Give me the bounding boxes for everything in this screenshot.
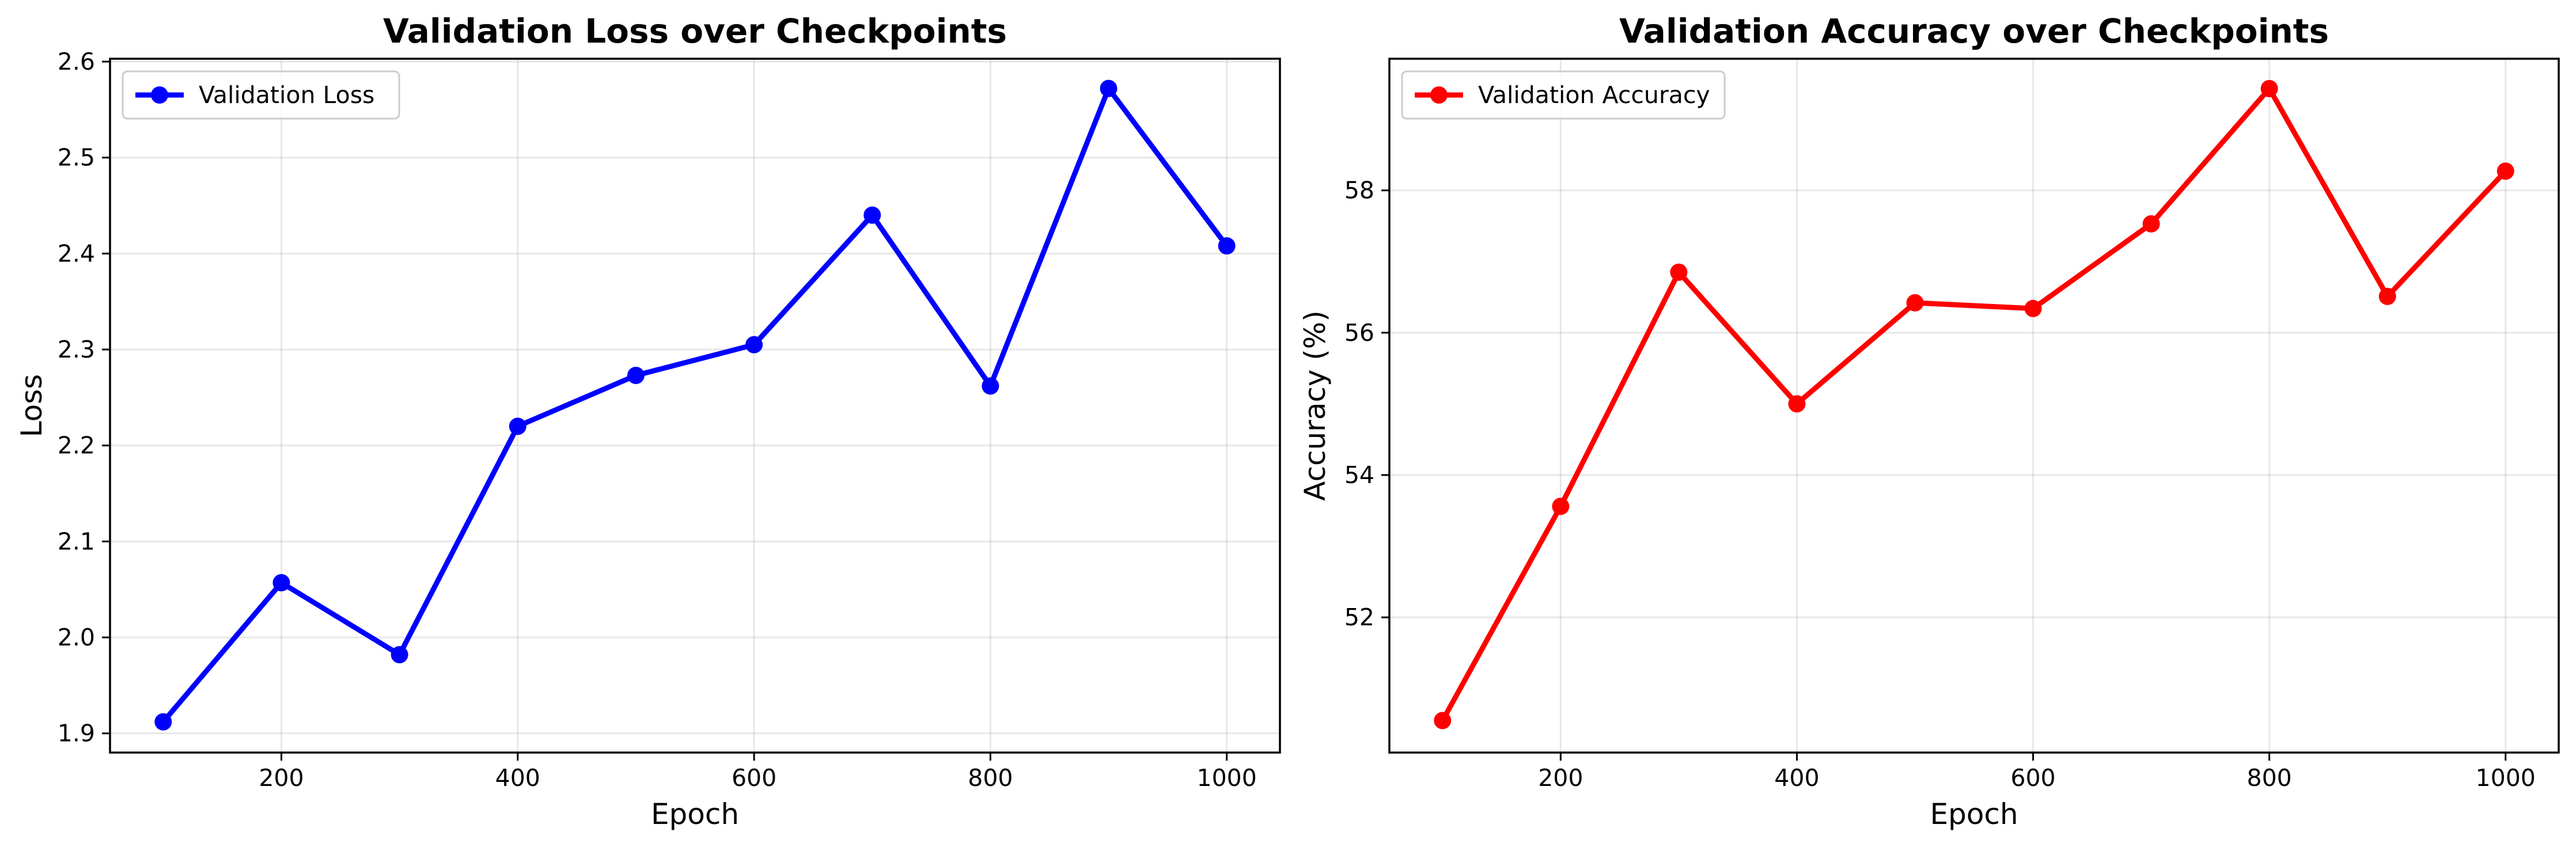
loss-data-point (1100, 79, 1117, 97)
x-axis-label: Epoch (1930, 797, 2018, 831)
y-tick-label: 58 (1344, 177, 1374, 204)
y-tick-label: 52 (1344, 603, 1374, 631)
accuracy-data-point (2024, 299, 2042, 317)
legend-marker-swatch (1430, 86, 1448, 104)
accuracy-legend: Validation Accuracy (1401, 70, 1726, 120)
accuracy-chart-panel: 200 400 600 800 1000 52 54 56 58 Validation Accur… (1298, 12, 2560, 831)
accuracy-data-point (1434, 712, 1452, 730)
accuracy-data-point (1788, 395, 1806, 413)
loss-legend: Validation Loss (122, 70, 400, 120)
plot-frame (109, 58, 1281, 754)
x-tick-label: 800 (2247, 764, 2291, 792)
legend-marker-swatch (151, 86, 168, 104)
x-tick-label: 400 (495, 764, 540, 792)
accuracy-data-point (2142, 215, 2160, 233)
y-tick-label: 1.9 (58, 720, 95, 747)
legend-box (1401, 70, 1726, 120)
loss-data-point (745, 336, 763, 354)
y-tick-label: 56 (1344, 319, 1374, 347)
y-tick-label: 2.0 (58, 624, 95, 651)
loss-data-point (154, 713, 172, 731)
x-tick-label: 200 (1538, 764, 1583, 792)
x-tick-label: 400 (1774, 764, 1819, 792)
loss-data-point (982, 377, 999, 395)
x-tick-label: 600 (732, 764, 776, 792)
y-tick-label: 2.5 (58, 144, 95, 172)
accuracy-chart-title: Validation Accuracy over Checkpoints (1619, 12, 2329, 51)
y-tick-label: 2.1 (58, 527, 95, 555)
loss-data-point (391, 646, 408, 663)
loss-chart-panel: 200 400 600 800 1000 1.9 2.0 2.1 2.2 2.3 2.4 2.5 2.6… (15, 12, 1281, 831)
x-tick-label: 1000 (2476, 764, 2536, 792)
accuracy-data-point (1670, 263, 1688, 281)
loss-data-point (627, 367, 645, 384)
accuracy-data-point (2497, 162, 2514, 180)
y-tick-label: 54 (1344, 461, 1374, 489)
loss-data-point (1218, 237, 1236, 255)
accuracy-data-point (1906, 294, 1924, 312)
y-axis-label: Loss (15, 374, 48, 438)
y-tick-label: 2.3 (58, 336, 95, 363)
loss-data-point (863, 206, 881, 224)
x-tick-label: 1000 (1197, 764, 1257, 792)
y-tick-label: 2.4 (58, 240, 95, 267)
loss-data-point (272, 574, 290, 591)
x-tick-label: 800 (968, 764, 1013, 792)
legend-box (122, 70, 400, 120)
plot-frame (1388, 58, 2560, 754)
loss-data-point (509, 417, 526, 435)
loss-chart-title: Validation Loss over Checkpoints (383, 12, 1007, 51)
accuracy-series-line (1439, 86, 2509, 723)
y-tick-label: 2.6 (58, 48, 95, 75)
x-tick-label: 200 (259, 764, 304, 792)
y-axis-label: Accuracy (%) (1298, 310, 1332, 501)
y-tick-label: 2.2 (58, 432, 95, 459)
legend-label: Validation Accuracy (1478, 81, 1710, 109)
loss-series-line (160, 86, 1230, 725)
legend-label: Validation Loss (199, 81, 374, 109)
accuracy-data-point (2378, 287, 2396, 305)
x-axis-label: Epoch (651, 797, 739, 831)
accuracy-data-point (1552, 497, 1570, 515)
accuracy-data-point (2260, 79, 2278, 97)
x-tick-label: 600 (2010, 764, 2055, 792)
